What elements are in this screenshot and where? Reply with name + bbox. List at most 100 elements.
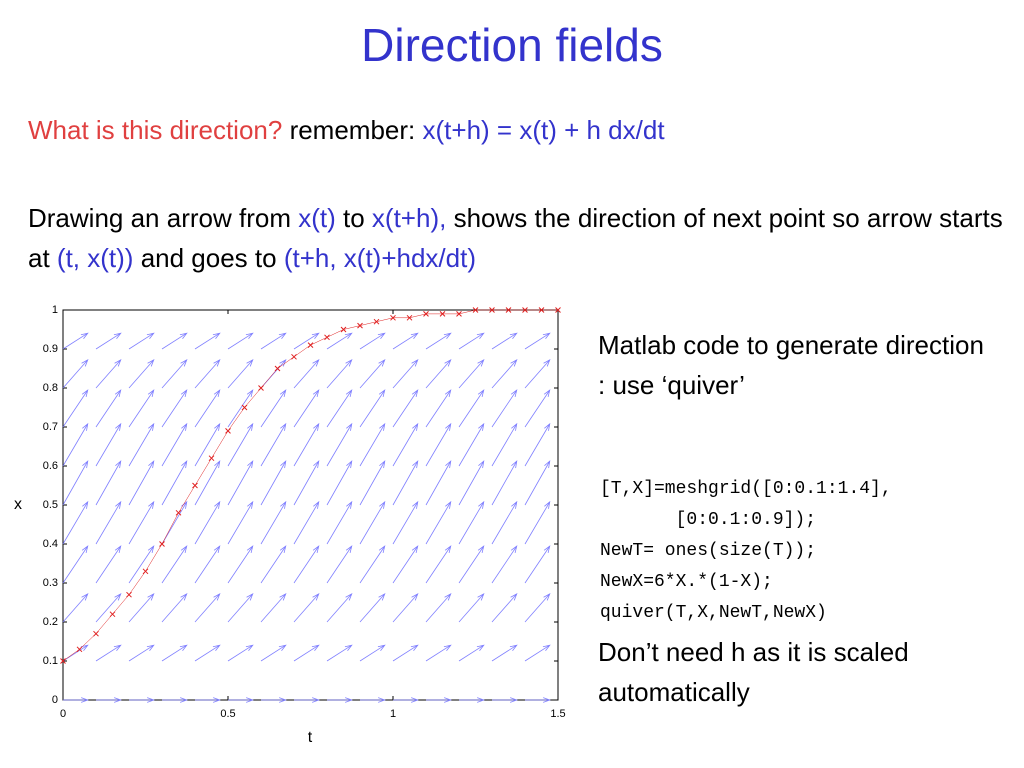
arrow — [293, 545, 320, 584]
arrow — [128, 422, 155, 467]
solution-point — [142, 568, 149, 575]
remember: remember: — [289, 115, 416, 145]
solution-point — [126, 591, 132, 598]
arrow — [458, 545, 485, 584]
y-tick-label: 0.3 — [43, 577, 58, 589]
arrow — [425, 332, 452, 350]
arrow — [95, 460, 122, 506]
arrow — [95, 332, 122, 350]
arrow — [95, 422, 122, 467]
arrow — [95, 593, 122, 623]
arrow — [261, 697, 287, 703]
arrow — [227, 644, 254, 662]
expr: (t, x(t)) — [56, 243, 134, 273]
arrow — [458, 593, 485, 623]
solution-point — [274, 365, 281, 372]
code-block: [T,X]=meshgrid([0:0.1:1.4], [0:0.1:0.9])… — [600, 443, 892, 660]
arrow — [426, 697, 452, 703]
arrow — [359, 545, 386, 584]
explanation: Drawing an arrow from x(t) to x(t+h), sh… — [28, 198, 1008, 278]
arrow — [524, 644, 551, 662]
arrow — [227, 460, 254, 506]
arrow — [524, 460, 551, 506]
arrow — [227, 332, 254, 350]
arrow — [425, 422, 452, 467]
y-tick-label: 0.7 — [43, 421, 58, 433]
arrow — [227, 422, 254, 467]
solution-point — [324, 334, 330, 341]
arrow — [491, 389, 518, 428]
arrow — [293, 460, 320, 506]
arrow — [260, 593, 287, 623]
y-tick-label: 0 — [52, 694, 58, 706]
arrow — [95, 545, 122, 584]
y-axis-label: x — [14, 496, 22, 513]
arrow — [293, 593, 320, 623]
arrow — [62, 332, 89, 350]
solution-point — [307, 342, 314, 348]
note: Don’t need h as it is scaled automatical… — [598, 637, 909, 707]
arrow — [62, 593, 89, 623]
code-line: NewX=6*X.*(1-X); — [600, 572, 773, 592]
arrow — [360, 697, 386, 703]
arrow — [392, 422, 419, 467]
arrow — [95, 389, 122, 428]
arrow — [359, 359, 386, 389]
arrow — [425, 644, 452, 662]
arrow — [392, 500, 419, 545]
arrow — [392, 593, 419, 623]
arrow — [128, 389, 155, 428]
arrow — [294, 697, 320, 703]
arrow — [425, 500, 452, 545]
arrow — [425, 359, 452, 389]
arrow — [63, 697, 89, 703]
arrow — [95, 359, 122, 389]
arrow — [62, 389, 89, 428]
arrow — [359, 422, 386, 467]
arrow — [491, 460, 518, 506]
arrow — [194, 644, 221, 662]
arrow — [227, 500, 254, 545]
arrow — [161, 359, 188, 389]
arrow — [161, 545, 188, 584]
arrow — [393, 697, 419, 703]
solution-point — [241, 404, 248, 411]
arrow — [96, 697, 122, 703]
plot-frame — [62, 309, 559, 701]
arrow — [491, 422, 518, 467]
arrow — [161, 500, 188, 545]
arrow — [128, 644, 155, 662]
arrow — [359, 460, 386, 506]
question: What is this direction? — [28, 115, 283, 145]
arrow — [161, 332, 188, 350]
arrow — [194, 422, 221, 467]
arrow — [359, 332, 386, 350]
arrow — [128, 593, 155, 623]
arrow — [458, 332, 485, 350]
solution-point — [340, 326, 347, 333]
arrow — [260, 545, 287, 584]
arrow — [326, 593, 353, 623]
y-tick-label: 0.8 — [43, 382, 58, 394]
solution-point — [406, 314, 413, 321]
solution-point — [390, 314, 396, 321]
arrow — [194, 593, 221, 623]
arrow — [194, 460, 221, 506]
y-tick-label: 0.2 — [43, 616, 58, 628]
text: Drawing an arrow from — [28, 203, 291, 233]
arrow — [326, 422, 353, 467]
arrow — [326, 332, 353, 350]
arrow — [161, 389, 188, 428]
y-tick-label: 1 — [52, 304, 58, 316]
arrow — [392, 332, 419, 350]
arrow — [491, 332, 518, 350]
arrow — [162, 697, 188, 703]
arrow — [326, 460, 353, 506]
arrow — [128, 359, 155, 389]
arrow — [425, 389, 452, 428]
arrow — [161, 644, 188, 662]
arrow — [62, 359, 89, 389]
arrow — [260, 644, 287, 662]
arrow — [260, 422, 287, 467]
expr: x(t) — [298, 203, 336, 233]
